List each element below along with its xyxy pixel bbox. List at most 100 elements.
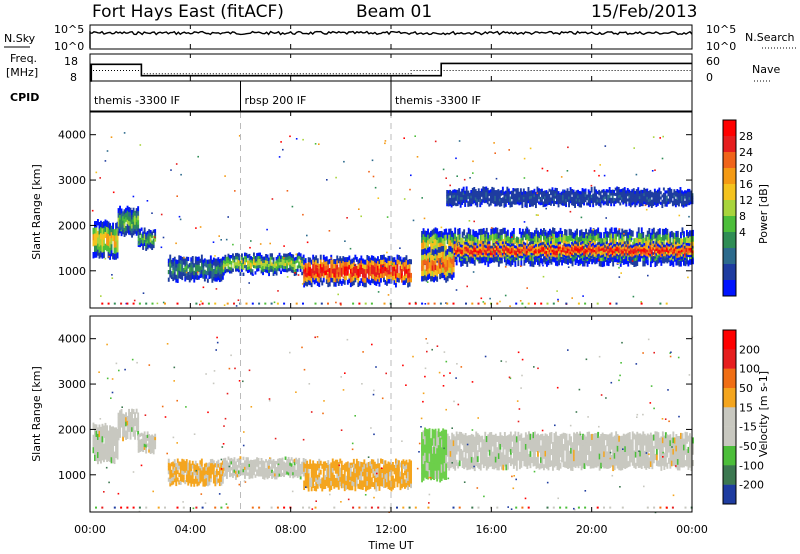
scatter-cell [309, 266, 312, 272]
scatter-cell [539, 242, 542, 246]
scatter-cell [456, 192, 459, 196]
scatter-speck [318, 143, 320, 145]
scatter-cell [679, 187, 682, 191]
scatter-speck [431, 241, 434, 244]
scatter-cell [98, 222, 101, 229]
scatter-cell [307, 257, 310, 263]
scatter-speck [523, 221, 526, 223]
scatter-cell [439, 268, 442, 274]
scatter-cell [553, 228, 556, 235]
scatter-cell [459, 248, 462, 252]
scatter-cell [538, 248, 540, 252]
scatter-cell [407, 282, 409, 288]
scatter-cell [404, 279, 406, 285]
scatter-cell [658, 247, 661, 250]
scatter-cell [602, 194, 605, 198]
scatter-cell [139, 228, 142, 233]
scatter-cell [229, 270, 231, 274]
scatter-cell [431, 254, 434, 261]
scatter-cell [668, 200, 671, 204]
scatter-cell [687, 194, 689, 198]
scatter-cell [501, 186, 504, 190]
scatter-cell [242, 465, 245, 470]
scatter-cell [283, 259, 285, 263]
scatter-cell [175, 474, 178, 479]
scatter-cell [557, 248, 560, 252]
scatter-speck [335, 301, 337, 304]
scatter-cell [196, 474, 199, 479]
scatter-cell [571, 244, 573, 247]
scatter-cell [687, 260, 690, 267]
scatter-cell [647, 198, 650, 202]
scatter-cell [523, 259, 526, 266]
scatter-cell [242, 257, 245, 261]
scatter-cell [482, 189, 485, 193]
scatter-cell [151, 440, 154, 444]
scatter-cell [597, 233, 600, 240]
scatter-cell [236, 470, 239, 475]
scatter-cell [170, 481, 173, 486]
scatter-speck [358, 302, 361, 305]
scatter-cell [547, 254, 549, 257]
scatter-cell [170, 477, 173, 482]
scatter-cell [152, 438, 155, 443]
scatter-cell [565, 253, 567, 256]
scatter-cell [436, 270, 439, 277]
scatter-cell [678, 252, 680, 256]
scatter-cell [384, 279, 387, 285]
scatter-cell [197, 481, 200, 486]
scatter-cell [507, 245, 510, 249]
scatter-cell [652, 240, 655, 244]
scatter-cell [474, 249, 477, 253]
scatter-cell [182, 470, 185, 475]
scatter-cell [472, 229, 475, 236]
scatter-cell [689, 258, 691, 265]
scatter-cell [301, 259, 304, 264]
scatter-cell [107, 430, 110, 438]
scatter-cell [465, 191, 468, 195]
scatter-cell [491, 248, 494, 251]
scatter-cell [448, 234, 451, 241]
scatter-cell [544, 203, 546, 207]
scatter-cell [593, 194, 596, 198]
scatter-cell [443, 240, 446, 247]
scatter-cell [598, 237, 601, 244]
scatter-cell [638, 253, 641, 257]
scatter-cell [506, 258, 509, 265]
scatter-cell [191, 472, 194, 477]
scatter-cell [480, 252, 483, 255]
scatter-cell [637, 195, 640, 199]
scatter-cell [316, 262, 319, 268]
scatter-cell [184, 262, 187, 267]
noise-right-tick-top: 10^5 [706, 23, 736, 36]
scatter-cell [205, 466, 208, 471]
scatter-cell [623, 246, 626, 249]
scatter-cell [645, 240, 648, 247]
scatter-cell [132, 207, 135, 213]
scatter-cell [327, 282, 330, 288]
scatter-cell [509, 232, 512, 239]
scatter-cell [488, 192, 491, 196]
scatter-cell [135, 422, 138, 428]
scatter-cell [500, 234, 503, 241]
scatter-cell [488, 250, 491, 253]
scatter-speck [577, 302, 580, 305]
scatter-cell [661, 228, 664, 235]
scatter-cell [462, 192, 465, 196]
scatter-cell [173, 478, 176, 483]
scatter-cell [410, 272, 412, 278]
scatter-cell [614, 187, 617, 191]
scatter-cell [474, 194, 477, 198]
scatter-cell [218, 274, 221, 279]
scatter-cell [542, 204, 545, 208]
scatter-cell [238, 262, 240, 267]
scatter-cell [631, 189, 634, 193]
scatter-cell [351, 272, 354, 278]
scatter-cell [592, 228, 595, 235]
scatter-cell [466, 260, 469, 267]
scatter-cell [635, 243, 638, 246]
scatter-cell [580, 196, 582, 200]
scatter-cell [631, 230, 634, 237]
scatter-cell [500, 190, 503, 194]
scatter-cell [634, 204, 637, 208]
